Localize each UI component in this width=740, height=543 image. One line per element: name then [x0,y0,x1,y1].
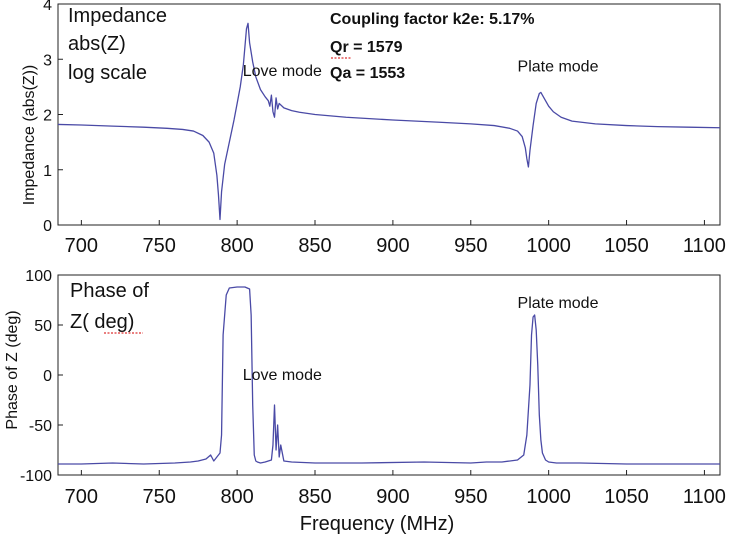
phase-ytick-label: 0 [43,368,52,385]
impedance-ytick-label: 1 [43,163,52,180]
impedance-xtick-label: 1000 [526,235,571,257]
impedance-xtick-label: 900 [376,235,409,257]
phase-ytick-label: -100 [20,468,52,485]
impedance-xtick-label: 950 [454,235,487,257]
phase-title-line-1: Phase of [70,280,149,302]
phase-xtick-label: 850 [298,486,331,508]
phase-xtick-label: 950 [454,486,487,508]
phase-plot-frame [57,274,721,476]
phase-xtick-label: 1000 [526,486,571,508]
impedance-annotation-love-mode: Love mode [243,63,322,80]
phase-xtick-label: 700 [65,486,98,508]
phase-ytick-label: -50 [29,418,52,435]
phase-annotation-love-mode: Love mode [243,367,322,384]
impedance-plot-frame [57,3,721,226]
impedance-xtick-label: 750 [143,235,176,257]
impedance-annotation-plate-mode: Plate mode [518,58,599,75]
phase-annotation-plate-mode: Plate mode [518,295,599,312]
impedance-title-line-2: abs(Z) [68,33,126,55]
phase-xtick-label: 800 [220,486,253,508]
phase-title-line-2: Z( deg) [70,311,134,333]
qr-text: Qr = 1579 [330,39,403,56]
coupling-factor-text: Coupling factor k2e: 5.17% [330,11,535,28]
impedance-xtick-label: 700 [65,235,98,257]
qa-text: Qa = 1553 [330,65,405,82]
phase-xtick-label: 750 [143,486,176,508]
phase-ytick-label: 50 [34,318,52,335]
phase-ylabel: Phase of Z (deg) [4,310,21,429]
impedance-title-line-1: Impedance [68,5,167,27]
impedance-title-line-3: log scale [68,62,147,84]
impedance-ytick-label: 2 [43,108,52,125]
impedance-ytick-label: 3 [43,52,52,69]
impedance-xtick-label: 1050 [604,235,649,257]
phase-chart: Phase of Z( deg) Phase of Z (deg) Freque… [4,268,726,535]
phase-xtick-label: 1050 [604,486,649,508]
phase-ytick-label: 100 [25,268,52,285]
impedance-ytick-label: 4 [43,0,52,14]
phase-xtick-label: 1100 [683,486,726,508]
impedance-xtick-label: 850 [298,235,331,257]
phase-xtick-label: 900 [376,486,409,508]
impedance-ylabel: Impedance (abs(Z)) [21,65,38,206]
impedance-xtick-label: 1100 [683,235,726,257]
impedance-chart: Impedance abs(Z) log scale Coupling fact… [21,0,726,257]
phase-series-line [58,286,720,465]
frequency-xlabel: Frequency (MHz) [300,513,454,535]
impedance-xtick-label: 800 [220,235,253,257]
impedance-ytick-label: 0 [43,218,52,235]
impedance-series-line [57,22,721,221]
